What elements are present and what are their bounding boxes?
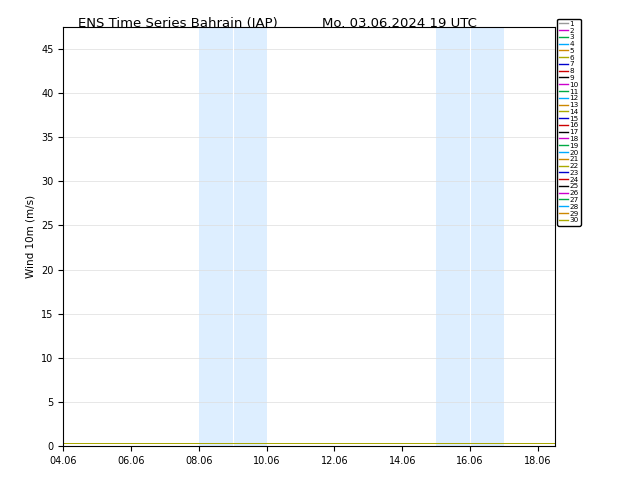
- Text: Mo. 03.06.2024 19 UTC: Mo. 03.06.2024 19 UTC: [322, 17, 477, 30]
- Bar: [436, 27, 470, 446]
- Bar: [199, 27, 233, 446]
- Bar: [233, 27, 267, 446]
- Bar: [470, 27, 504, 446]
- Y-axis label: Wind 10m (m/s): Wind 10m (m/s): [25, 195, 36, 278]
- Legend: 1, 2, 3, 4, 5, 6, 7, 8, 9, 10, 11, 12, 13, 14, 15, 16, 17, 18, 19, 20, 21, 22, 2: 1, 2, 3, 4, 5, 6, 7, 8, 9, 10, 11, 12, 1…: [557, 19, 581, 225]
- Text: ENS Time Series Bahrain (IAP): ENS Time Series Bahrain (IAP): [77, 17, 278, 30]
